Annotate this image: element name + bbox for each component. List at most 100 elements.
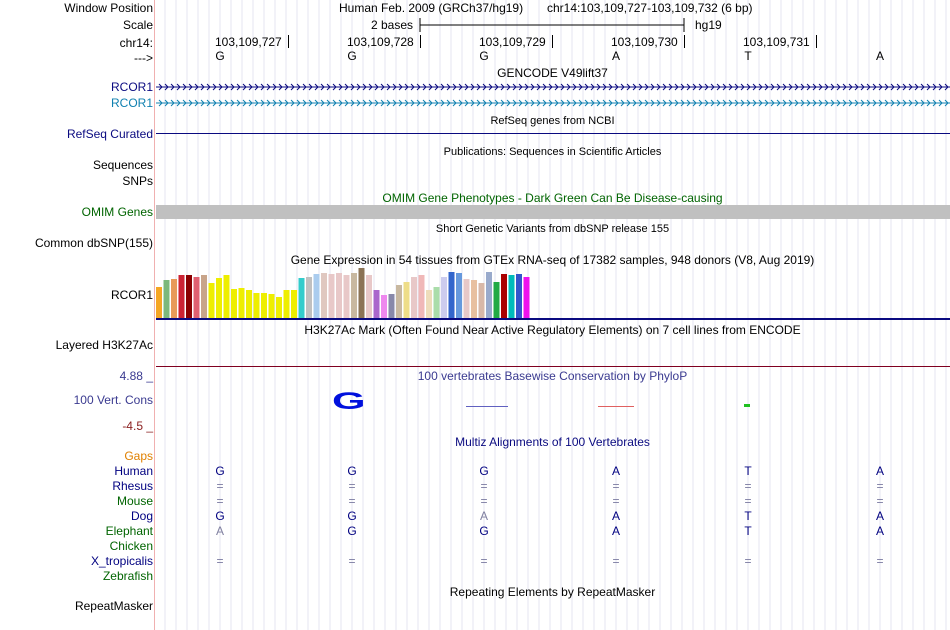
gtex-tissue-bar[interactable]: [201, 275, 207, 318]
h3k27ac-track-title[interactable]: H3K27Ac Mark (Often Found Near Active Re…: [304, 323, 801, 337]
gtex-tissue-bar[interactable]: [501, 274, 507, 318]
species-label-human[interactable]: Human: [114, 464, 153, 478]
species-label-elephant[interactable]: Elephant: [105, 524, 153, 538]
dbsnp-label[interactable]: Common dbSNP(155): [34, 236, 153, 250]
gtex-tissue-bar[interactable]: [358, 268, 365, 318]
snps-label[interactable]: SNPs: [122, 174, 153, 188]
gtex-tissue-bar[interactable]: [246, 290, 252, 318]
gtex-expression-bars[interactable]: [156, 268, 536, 318]
gtex-tissue-bar[interactable]: [291, 290, 297, 318]
species-label-x_tropicalis[interactable]: X_tropicalis: [90, 554, 153, 568]
gtex-tissue-bar[interactable]: [523, 277, 530, 318]
position-coords[interactable]: chr14:103,109,727-103,109,732 (6 bp): [547, 1, 753, 15]
multiz-track-title[interactable]: Multiz Alignments of 100 Vertebrates: [455, 435, 650, 449]
gtex-tissue-bar[interactable]: [171, 279, 177, 318]
gtex-tissue-bar[interactable]: [388, 294, 395, 318]
gtex-tissue-bar[interactable]: [411, 277, 417, 318]
gtex-tissue-bar[interactable]: [186, 275, 192, 318]
repeatmasker-track-title[interactable]: Repeating Elements by RepeatMasker: [449, 585, 656, 599]
gencode-gene-label-1[interactable]: RCOR1: [110, 80, 153, 94]
gtex-tissue-bar[interactable]: [471, 280, 477, 318]
gtex-tissue-bar[interactable]: [313, 274, 320, 318]
omim-label[interactable]: OMIM Genes: [81, 205, 153, 219]
omim-track-title[interactable]: OMIM Gene Phenotypes - Dark Green Can Be…: [382, 191, 723, 205]
species-label-mouse[interactable]: Mouse: [116, 494, 153, 508]
gtex-tissue-bar[interactable]: [426, 290, 432, 318]
species-label-dog[interactable]: Dog: [130, 509, 153, 523]
refseq-track-title[interactable]: RefSeq genes from NCBI: [490, 115, 615, 127]
strand-chevron: [842, 99, 847, 107]
gtex-tissue-bar[interactable]: [156, 287, 162, 318]
gtex-tissue-bar[interactable]: [373, 290, 380, 318]
strand-chevron: [776, 99, 781, 107]
gtex-tissue-bar[interactable]: [328, 274, 335, 318]
gtex-tissue-bar[interactable]: [216, 278, 222, 318]
strand-chevron: [266, 83, 271, 91]
gaps-label[interactable]: Gaps: [124, 449, 153, 463]
omim-feature-bar[interactable]: [156, 205, 950, 219]
gtex-tissue-bar[interactable]: [321, 273, 327, 318]
gencode-gene-label-2[interactable]: RCOR1: [110, 96, 153, 110]
gtex-tissue-bar[interactable]: [276, 297, 282, 318]
cons-track-title[interactable]: 100 vertebrates Basewise Conservation by…: [417, 369, 688, 383]
scale-bar-label: 2 bases: [371, 18, 414, 32]
gtex-tissue-bar[interactable]: [516, 274, 522, 318]
gtex-tissue-bar[interactable]: [493, 282, 500, 318]
gtex-gene-label[interactable]: RCOR1: [110, 288, 153, 302]
gtex-tissue-bar[interactable]: [508, 275, 515, 318]
gtex-tissue-bar[interactable]: [418, 275, 425, 318]
gtex-tissue-bar[interactable]: [381, 295, 387, 318]
gtex-tissue-bar[interactable]: [456, 273, 462, 318]
gtex-tissue-bar[interactable]: [336, 273, 342, 318]
strand-chevron: [236, 83, 241, 91]
gtex-tissue-bar[interactable]: [261, 293, 267, 318]
gtex-tissue-bar[interactable]: [486, 272, 492, 318]
gtex-tissue-bar[interactable]: [366, 275, 372, 318]
ruler-tick: [816, 35, 817, 48]
gtex-tissue-bar[interactable]: [441, 277, 447, 318]
gtex-tissue-bar[interactable]: [208, 283, 215, 318]
publications-track-title[interactable]: Publications: Sequences in Scientific Ar…: [443, 146, 662, 158]
strand-chevron: [746, 83, 751, 91]
gtex-tissue-bar[interactable]: [223, 275, 230, 318]
gtex-tissue-bar[interactable]: [283, 290, 290, 318]
gtex-tissue-bar[interactable]: [163, 280, 170, 318]
cons-label[interactable]: 100 Vert. Cons: [73, 393, 153, 407]
h3k27ac-label[interactable]: Layered H3K27Ac: [55, 338, 153, 352]
gtex-tissue-bar[interactable]: [193, 277, 200, 318]
gtex-tissue-bar[interactable]: [268, 294, 275, 318]
species-label-rhesus[interactable]: Rhesus: [112, 479, 153, 493]
refseq-label[interactable]: RefSeq Curated: [66, 127, 153, 141]
strand-chevron: [548, 83, 553, 91]
gtex-tissue-bar[interactable]: [253, 293, 260, 318]
species-label-zebrafish[interactable]: Zebrafish: [102, 569, 153, 583]
gtex-tissue-bar[interactable]: [403, 282, 410, 318]
gtex-tissue-bar[interactable]: [448, 272, 455, 318]
gtex-tissue-bar[interactable]: [298, 278, 305, 318]
gtex-tissue-bar[interactable]: [231, 289, 237, 318]
strand-chevron: [686, 99, 691, 107]
gtex-tissue-bar[interactable]: [463, 279, 470, 318]
gtex-tissue-bar[interactable]: [433, 287, 440, 318]
refseq-gene-line[interactable]: [156, 133, 950, 134]
dbsnp-track-title[interactable]: Short Genetic Variants from dbSNP releas…: [435, 223, 670, 235]
repeatmasker-label[interactable]: RepeatMasker: [74, 599, 153, 613]
gtex-tissue-bar[interactable]: [238, 288, 245, 318]
strand-chevron: [458, 99, 463, 107]
gtex-tissue-bar[interactable]: [351, 273, 357, 318]
alignment-base: =: [480, 554, 488, 568]
gtex-tissue-bar[interactable]: [343, 275, 350, 318]
gtex-tissue-bar[interactable]: [306, 277, 312, 318]
gtex-tissue-bar[interactable]: [178, 275, 185, 318]
strand-chevron: [800, 83, 805, 91]
gtex-track-title[interactable]: Gene Expression in 54 tissues from GTEx …: [290, 253, 815, 267]
species-label-chicken[interactable]: Chicken: [109, 539, 153, 553]
gtex-tissue-bar[interactable]: [478, 283, 485, 318]
strand-chevron: [332, 83, 337, 91]
sequences-label[interactable]: Sequences: [92, 158, 153, 172]
assembly-title[interactable]: Human Feb. 2009 (GRCh37/hg19): [339, 1, 524, 15]
gtex-tissue-bar[interactable]: [396, 285, 402, 318]
strand-chevron: [212, 99, 217, 107]
gencode-track-title[interactable]: GENCODE V49lift37: [497, 66, 608, 80]
gencode-gene-models[interactable]: [155, 80, 950, 110]
